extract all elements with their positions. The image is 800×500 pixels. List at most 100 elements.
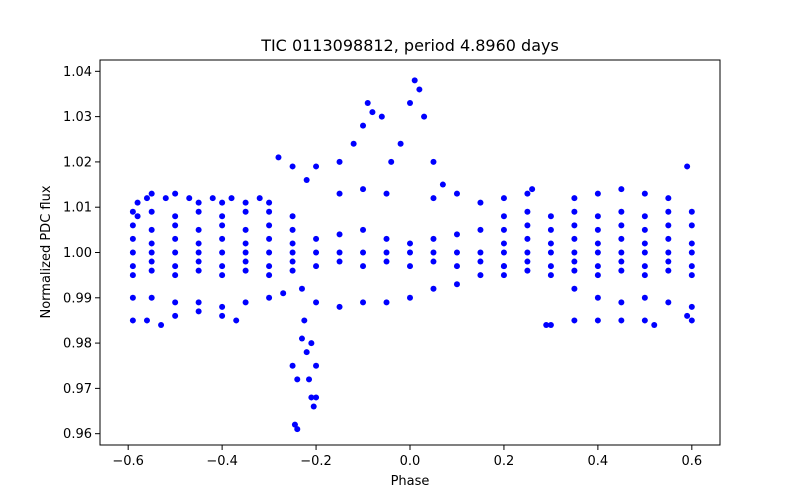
data-point [219, 235, 226, 242]
data-point [618, 186, 625, 193]
data-point [524, 258, 531, 265]
data-point [289, 362, 296, 369]
data-point [388, 158, 395, 165]
data-point [571, 267, 578, 274]
data-point [266, 263, 273, 270]
data-point [378, 113, 385, 120]
data-point [360, 249, 367, 256]
data-point [477, 272, 484, 279]
data-point [500, 213, 507, 220]
data-point [148, 249, 155, 256]
data-point [172, 249, 179, 256]
data-point [383, 235, 390, 242]
data-point [524, 267, 531, 274]
data-point [129, 294, 136, 301]
data-point [594, 213, 601, 220]
data-point [688, 272, 695, 279]
data-point [266, 272, 273, 279]
data-point [641, 226, 648, 233]
data-point [500, 263, 507, 270]
data-point [129, 208, 136, 215]
data-point [383, 190, 390, 197]
data-point [195, 299, 202, 306]
data-point [688, 208, 695, 215]
data-point [266, 294, 273, 301]
data-point [289, 258, 296, 265]
data-point [383, 249, 390, 256]
data-point [439, 181, 446, 188]
data-point [134, 199, 141, 206]
data-point [547, 263, 554, 270]
data-point [129, 317, 136, 324]
data-point [219, 213, 226, 220]
x-axis-ticks: −0.6 −0.4 −0.2 0.0 0.2 0.4 0.6 [112, 445, 702, 469]
data-point [148, 240, 155, 247]
data-point [688, 303, 695, 310]
data-point [453, 263, 460, 270]
y-tick-label: 0.98 [63, 337, 92, 352]
data-point [641, 213, 648, 220]
data-point [500, 226, 507, 233]
data-point [543, 321, 550, 328]
data-point [195, 208, 202, 215]
data-point [172, 190, 179, 197]
data-point [665, 208, 672, 215]
data-point [529, 186, 536, 193]
data-point [219, 199, 226, 206]
data-point [665, 267, 672, 274]
data-point [242, 226, 249, 233]
data-point [336, 158, 343, 165]
data-point [242, 208, 249, 215]
data-point [571, 285, 578, 292]
data-point [618, 317, 625, 324]
data-point [129, 249, 136, 256]
data-point [308, 340, 315, 347]
data-point [430, 235, 437, 242]
data-point [275, 154, 282, 161]
data-point [266, 249, 273, 256]
data-point [129, 263, 136, 270]
data-point [571, 235, 578, 242]
x-tick-label: −0.2 [300, 454, 332, 469]
data-point [618, 299, 625, 306]
data-point [148, 190, 155, 197]
data-point [313, 263, 320, 270]
y-axis-label: Normalized PDC flux [39, 185, 54, 318]
data-point [594, 226, 601, 233]
data-point [651, 321, 658, 328]
data-point [421, 113, 428, 120]
y-tick-label: 0.96 [63, 427, 92, 442]
data-point [336, 258, 343, 265]
y-tick-label: 1.03 [63, 110, 92, 125]
data-point [477, 199, 484, 206]
data-point [383, 258, 390, 265]
data-point [129, 222, 136, 229]
data-point [219, 249, 226, 256]
data-point [336, 303, 343, 310]
data-point [369, 109, 376, 116]
data-point [524, 190, 531, 197]
data-point [618, 267, 625, 274]
data-point [158, 321, 165, 328]
data-point [684, 312, 691, 319]
data-point [280, 290, 287, 297]
data-point [407, 240, 413, 247]
data-point [134, 213, 141, 220]
data-point [298, 335, 305, 342]
chart-title: TIC 0113098812, period 4.8960 days [260, 36, 559, 55]
data-point [266, 199, 273, 206]
data-point [571, 208, 578, 215]
data-point [477, 226, 484, 233]
data-point [430, 158, 437, 165]
data-point [618, 222, 625, 229]
data-point [172, 222, 179, 229]
data-point [684, 163, 691, 170]
x-tick-label: −0.6 [112, 454, 144, 469]
data-point [195, 267, 202, 274]
data-point [350, 140, 357, 147]
data-point [360, 226, 367, 233]
data-point [594, 263, 601, 270]
data-point [336, 190, 343, 197]
data-point [242, 240, 249, 247]
